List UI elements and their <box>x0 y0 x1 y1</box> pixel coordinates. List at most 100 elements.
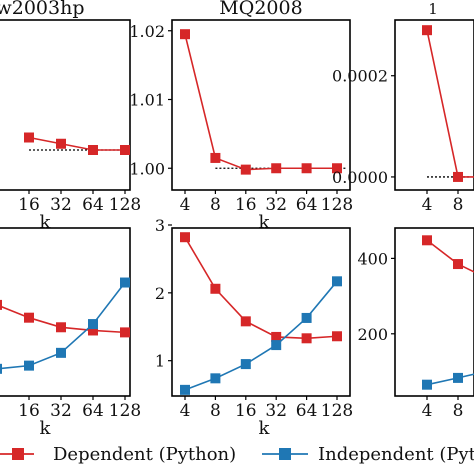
data-point-dependent <box>332 331 342 342</box>
chart-bottom-middle: 4 8 16 32 64 128 k 1 2 3 <box>155 216 353 439</box>
data-point-independent <box>120 277 130 288</box>
plot-area <box>180 29 342 175</box>
data-point-dependent <box>240 316 251 327</box>
data-point-independent <box>210 373 221 384</box>
plot-frame <box>394 227 474 397</box>
data-point-dependent <box>56 322 66 333</box>
x-tick-label: 32 <box>265 401 287 421</box>
x-tick-label: 8 <box>453 195 464 215</box>
data-point-dependent <box>453 171 463 182</box>
x-tick-label: 128 <box>321 195 353 215</box>
data-point-independent <box>332 276 342 287</box>
chart-title: MQ2008 <box>219 0 302 19</box>
data-point-dependent <box>120 327 130 338</box>
data-point-dependent <box>88 145 98 155</box>
x-tick-label: 16 <box>18 195 40 215</box>
data-point-dependent <box>24 132 34 143</box>
data-point-independent <box>422 379 432 390</box>
plot-area <box>422 25 474 182</box>
x-tick-label: 64 <box>296 195 318 215</box>
x-tick-label: 32 <box>50 195 72 215</box>
x-tick-label: 32 <box>50 401 72 421</box>
data-point-independent <box>180 384 190 395</box>
x-tick-label: 4 <box>180 401 191 421</box>
data-point-dependent <box>271 331 282 342</box>
data-point-dependent <box>332 163 342 174</box>
data-point-dependent <box>180 29 190 40</box>
series-line-independent <box>184 280 338 391</box>
legend-marker-dependent <box>12 448 24 460</box>
y-tick-label: 1.00 <box>129 159 165 178</box>
chart-title: w2003hp <box>0 0 85 19</box>
x-tick-label: 128 <box>321 401 353 421</box>
series-line-dependent <box>184 236 338 340</box>
y-tick-label: 0.0002 <box>332 67 388 86</box>
data-point-independent <box>56 347 66 358</box>
data-point-independent <box>88 319 98 330</box>
plot-area <box>180 232 342 395</box>
y-tick-label: 1 <box>155 352 165 371</box>
plot-frame <box>0 227 131 397</box>
data-point-dependent <box>422 235 432 246</box>
data-point-dependent <box>453 259 463 270</box>
data-point-dependent <box>301 333 312 344</box>
x-tick-label: 8 <box>210 401 221 421</box>
data-point-dependent <box>56 138 66 149</box>
chart-title: 1 <box>428 0 438 18</box>
data-point-dependent <box>120 145 130 155</box>
legend-marker-independent <box>279 448 291 460</box>
data-point-dependent <box>180 232 190 243</box>
data-point-independent <box>240 359 251 370</box>
y-tick-label: 3 <box>155 216 165 235</box>
data-point-independent <box>453 372 463 383</box>
y-tick-label: 0.0000 <box>332 168 388 187</box>
x-axis-label: k <box>259 418 271 439</box>
data-point-independent <box>271 340 282 351</box>
x-tick-label: 64 <box>296 401 318 421</box>
x-tick-label: 128 <box>109 401 141 421</box>
y-tick-label: 2 <box>155 284 165 303</box>
x-tick-label: 64 <box>82 195 104 215</box>
series-line-dependent <box>426 239 474 273</box>
x-tick-label: 32 <box>265 195 287 215</box>
data-point-dependent <box>210 152 221 163</box>
x-axis-label: k <box>40 418 52 439</box>
x-tick-label: 16 <box>235 401 257 421</box>
y-tick-label: 200 <box>357 325 388 344</box>
data-point-dependent <box>271 163 282 174</box>
series-line-dependent <box>184 33 337 171</box>
chart-top-right: 1 4 8 0.0000 0.0002 <box>332 0 474 215</box>
data-point-dependent <box>422 25 432 36</box>
plot-frame <box>171 227 351 397</box>
y-tick-label: 1.01 <box>129 91 165 110</box>
x-tick-label: 64 <box>82 401 104 421</box>
data-point-dependent <box>240 164 251 175</box>
plot-frame <box>171 19 351 191</box>
data-point-independent <box>0 363 2 374</box>
x-tick-label: 16 <box>235 195 257 215</box>
data-point-independent <box>24 360 34 371</box>
plot-frame <box>0 19 131 191</box>
legend-label-dependent: Dependent (Python) <box>53 444 236 465</box>
y-tick-label: 400 <box>357 249 388 268</box>
plot-frame <box>394 19 474 191</box>
y-tick-label: 1.02 <box>129 22 165 41</box>
data-point-dependent <box>210 283 221 294</box>
series-line-dependent <box>28 136 125 151</box>
x-axis-label: k <box>40 212 52 233</box>
series-line-dependent <box>426 30 474 178</box>
chart-bottom-right: 4 8 200 400 <box>357 227 474 421</box>
legend: Dependent (Python) Independent (Pytho <box>0 444 474 465</box>
x-tick-label: 4 <box>180 195 191 215</box>
x-axis-label: k <box>259 212 271 233</box>
data-point-dependent <box>24 312 34 323</box>
legend-label-independent: Independent (Pytho <box>318 444 474 465</box>
x-tick-label: 8 <box>453 401 464 421</box>
chart-bottom-left: 16 32 64 128 k <box>0 227 141 439</box>
x-tick-label: 16 <box>18 401 40 421</box>
x-tick-label: 4 <box>422 195 433 215</box>
data-point-dependent <box>301 163 312 174</box>
chart-top-middle: MQ2008 4 8 16 32 64 128 k 1.00 1.01 1.02 <box>129 0 353 233</box>
series-line-independent <box>426 373 474 386</box>
